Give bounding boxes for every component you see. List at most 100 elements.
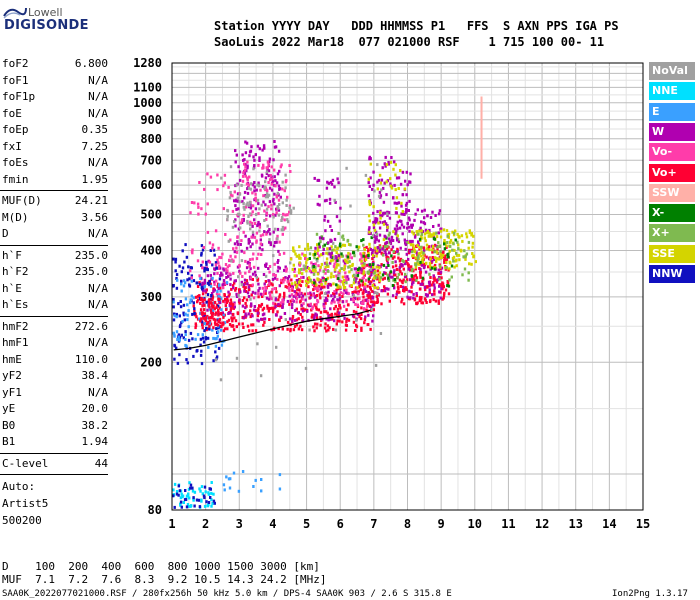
echo-point — [378, 233, 382, 237]
echo-point — [458, 235, 461, 239]
echo-point — [220, 271, 223, 275]
param-value: 0.35 — [81, 123, 109, 136]
echo-point — [420, 301, 423, 305]
echo-point — [283, 278, 286, 282]
echo-point — [335, 251, 338, 255]
echo-point — [231, 319, 234, 323]
echo-point — [267, 205, 270, 209]
echo-point — [397, 272, 400, 276]
echo-point — [217, 326, 220, 330]
echo-point — [238, 200, 241, 204]
echo-point — [256, 342, 259, 346]
echo-point — [351, 262, 354, 266]
echo-point — [358, 285, 361, 289]
echo-point — [272, 215, 275, 219]
echo-point — [369, 327, 372, 331]
echo-point — [326, 219, 330, 223]
echo-point — [307, 267, 311, 270]
echo-point — [385, 287, 388, 291]
echo-point — [212, 359, 215, 363]
echo-point — [274, 276, 277, 280]
echo-point — [207, 501, 211, 504]
echo-point — [329, 317, 332, 321]
echo-point — [331, 258, 335, 262]
echo-point — [217, 304, 220, 308]
echo-point — [265, 212, 269, 216]
echo-point — [198, 181, 201, 184]
echo-point — [419, 267, 422, 271]
echo-point — [248, 258, 252, 262]
echo-point — [418, 295, 422, 299]
echo-point — [208, 327, 211, 331]
echo-point — [420, 263, 424, 267]
echo-point — [248, 154, 251, 158]
echo-point — [442, 228, 446, 232]
echo-point — [276, 237, 279, 241]
echo-point — [411, 282, 414, 286]
echo-point — [396, 285, 400, 289]
param-value: 38.2 — [81, 418, 109, 432]
echo-point — [325, 198, 328, 202]
echo-point — [234, 224, 237, 228]
echo-point — [330, 301, 333, 305]
echo-point — [389, 160, 393, 164]
echo-point — [376, 180, 379, 184]
echo-point — [200, 362, 204, 366]
echo-point — [184, 333, 187, 337]
echo-point — [352, 281, 356, 285]
echo-point — [255, 188, 258, 192]
echo-point — [432, 276, 435, 280]
echo-point — [206, 293, 210, 297]
echo-point — [376, 286, 379, 290]
echo-point — [301, 297, 304, 301]
echo-point — [361, 283, 365, 287]
echo-point — [216, 330, 220, 334]
echo-point — [423, 216, 426, 220]
echo-point — [386, 255, 389, 259]
echo-point — [406, 183, 409, 187]
param-row-yf2: yF2 38.4 — [2, 368, 108, 384]
scaling-info-line: Auto: — [2, 480, 36, 493]
echo-point — [182, 284, 186, 288]
echo-point — [185, 505, 189, 509]
echo-point — [187, 325, 190, 329]
echo-point — [364, 290, 368, 294]
echo-point — [316, 259, 319, 263]
echo-point — [232, 471, 236, 475]
echo-point — [264, 180, 267, 184]
echo-point — [277, 259, 280, 262]
echo-point — [208, 260, 212, 264]
param-name: h`F — [2, 248, 22, 262]
echo-point — [266, 160, 270, 164]
echo-point — [371, 233, 375, 237]
echo-point — [225, 276, 228, 279]
echo-point — [265, 262, 268, 266]
echo-point — [175, 330, 179, 334]
echo-point — [199, 277, 202, 280]
echo-point — [225, 281, 229, 285]
echo-point — [358, 266, 361, 270]
echo-point — [202, 314, 205, 318]
echo-point — [342, 292, 345, 296]
param-row-mufd: MUF(D) 24.21 — [2, 193, 108, 209]
echo-point — [217, 320, 220, 324]
echo-point — [401, 297, 404, 301]
echo-point — [345, 320, 348, 324]
echo-point — [416, 259, 419, 263]
echo-point — [237, 322, 241, 326]
echo-point — [213, 501, 216, 505]
echo-point — [275, 181, 279, 185]
echo-point — [360, 328, 363, 332]
echo-point — [376, 264, 380, 268]
echo-point — [222, 314, 225, 318]
echo-point — [188, 496, 191, 500]
echo-point — [359, 252, 362, 256]
echo-point — [363, 318, 367, 322]
echo-point — [400, 272, 403, 276]
echo-point — [382, 245, 385, 249]
echo-point — [227, 185, 230, 189]
echo-point — [366, 271, 370, 275]
echo-point — [202, 302, 205, 306]
echo-point — [463, 267, 467, 271]
echo-point — [402, 278, 405, 282]
